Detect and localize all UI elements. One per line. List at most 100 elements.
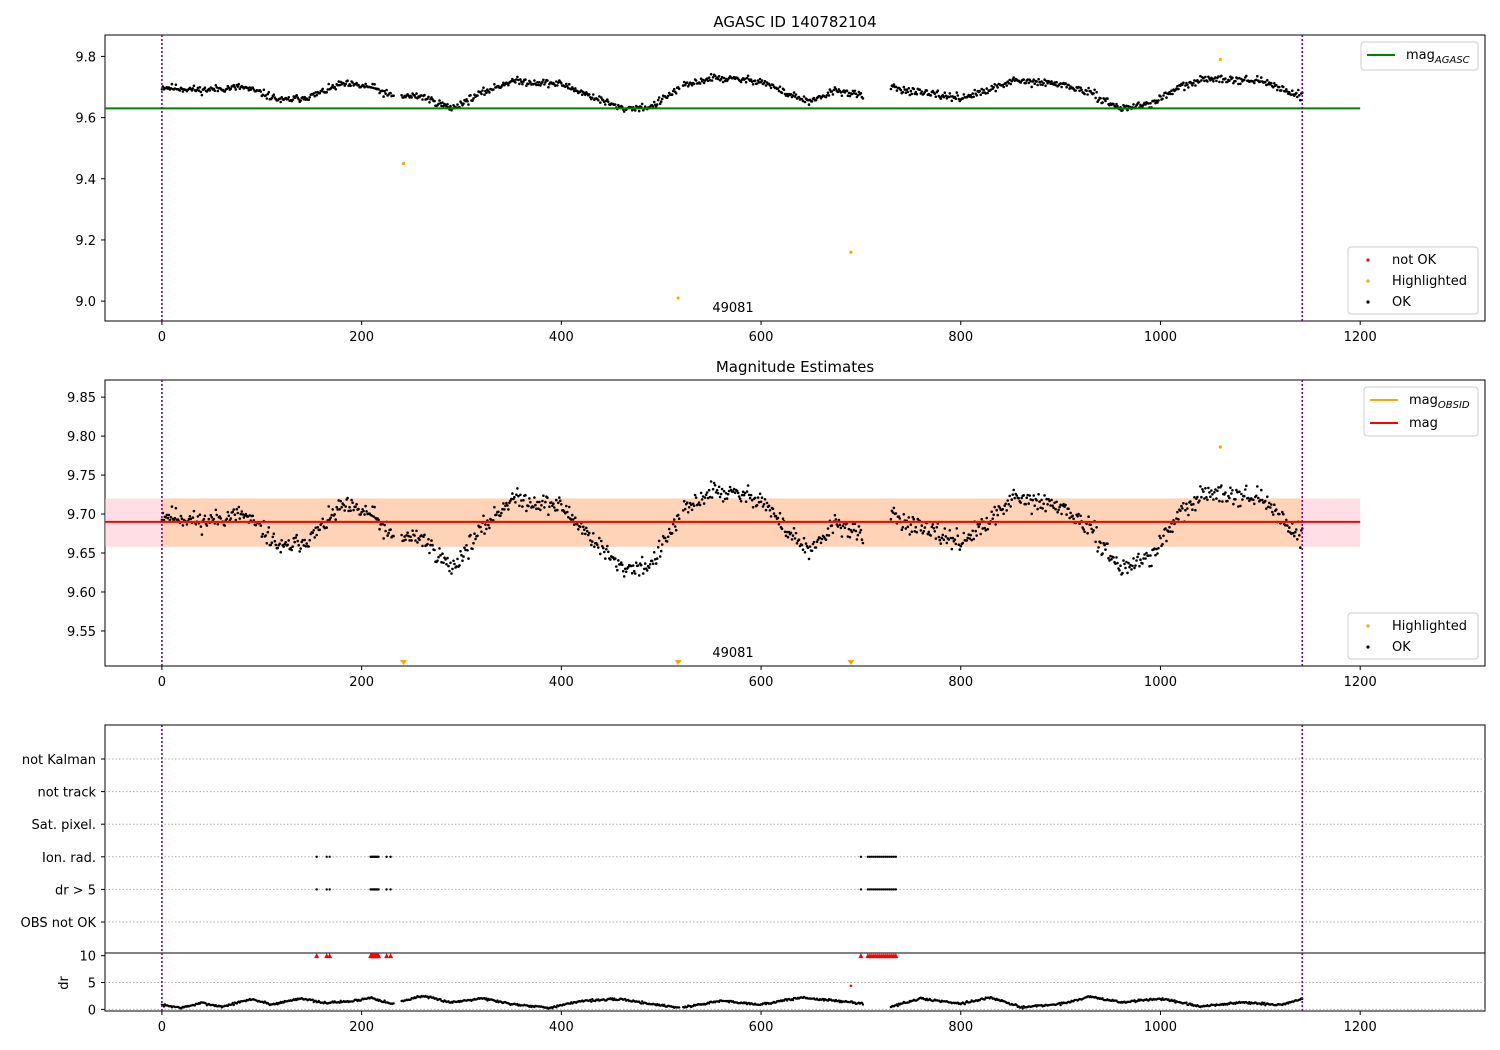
ok-point [1051, 504, 1054, 508]
ok-point [710, 496, 714, 499]
ok-point [518, 504, 521, 508]
ok-point [818, 536, 822, 540]
ok-point [797, 95, 801, 99]
ok-point [820, 537, 824, 541]
ok-point [861, 97, 865, 100]
ok-point [192, 509, 196, 513]
ok-point [607, 100, 610, 104]
ok-point [1298, 94, 1301, 97]
ok-point [1259, 80, 1262, 83]
ok-point [1116, 561, 1119, 565]
legend-bottom: not OK Highlighted OK [1347, 246, 1479, 315]
ok-point [1067, 83, 1070, 87]
ok-point [1030, 85, 1033, 89]
ok-point [1179, 509, 1182, 513]
x-tick-label: 1000 [1144, 675, 1177, 690]
ok-point [631, 564, 635, 567]
ok-point [1136, 555, 1139, 559]
ok-point [1132, 557, 1135, 560]
ok-point [725, 497, 729, 500]
ok-point [1027, 81, 1030, 85]
ok-point [363, 85, 366, 89]
ok-point [836, 525, 840, 528]
ok-point [223, 524, 227, 527]
ok-point [1036, 83, 1039, 87]
ok-point [1059, 82, 1062, 85]
legend-marker-ok [1366, 300, 1370, 304]
ok-point [537, 83, 540, 87]
ok-point [831, 531, 835, 535]
ok-point [533, 79, 536, 82]
ok-point [831, 93, 835, 96]
ok-point [743, 77, 747, 81]
ok-point [207, 517, 211, 521]
ok-point [856, 533, 860, 537]
ok-point [1292, 531, 1295, 535]
ok-point [816, 538, 820, 541]
ok-point [1281, 510, 1284, 514]
ok-point [764, 508, 768, 512]
legend-label: Highlighted [1392, 274, 1467, 289]
ok-point [1235, 488, 1238, 492]
ok-point [280, 539, 284, 542]
ok-point [1055, 80, 1058, 84]
ok-point [682, 80, 686, 84]
ok-point [599, 101, 602, 104]
ok-point [493, 83, 496, 86]
ok-point [776, 87, 780, 90]
ok-point [1078, 522, 1081, 525]
ok-point [382, 537, 385, 540]
ok-point [794, 531, 798, 535]
ok-point [1125, 104, 1128, 108]
ok-point [1215, 79, 1218, 83]
ok-point [957, 97, 961, 101]
flag-point [328, 855, 331, 858]
ok-point [1175, 87, 1178, 90]
ok-point [1291, 89, 1294, 92]
ok-point [636, 564, 640, 567]
y-tick-label: 5 [88, 977, 96, 992]
plot-area [104, 34, 1486, 322]
ok-point [1042, 81, 1045, 85]
ok-point [847, 527, 851, 531]
ok-point [971, 529, 974, 533]
ok-point [894, 85, 898, 89]
ok-point [1083, 92, 1086, 96]
flag-point [325, 855, 328, 858]
ok-point [278, 542, 282, 546]
ok-point [830, 524, 834, 527]
ok-point [1035, 499, 1038, 502]
ok-point [1029, 498, 1032, 501]
ok-point [838, 523, 842, 527]
ok-point [1284, 523, 1287, 527]
out-of-range-marker [400, 660, 408, 665]
ok-point [315, 93, 319, 97]
ok-point [251, 514, 255, 518]
ok-point [1213, 491, 1216, 494]
ok-point [465, 98, 468, 101]
ok-point [1068, 516, 1071, 520]
ok-point [953, 538, 957, 541]
ok-point [743, 491, 747, 495]
ok-point [162, 1005, 166, 1008]
ok-point [947, 538, 951, 541]
ok-point [346, 496, 349, 500]
ok-point [389, 528, 392, 531]
ok-point [272, 532, 276, 535]
flag-point [876, 855, 880, 858]
ok-point [165, 513, 169, 517]
ok-point [753, 79, 757, 82]
ok-point [1150, 564, 1153, 568]
ok-point [777, 522, 781, 526]
ok-point [902, 85, 906, 89]
ok-point [588, 93, 591, 96]
ok-point [173, 87, 177, 90]
ok-point [1058, 505, 1061, 509]
ok-point [331, 83, 335, 87]
ok-point [791, 998, 795, 1002]
ok-point [814, 98, 818, 102]
ok-point [975, 94, 978, 97]
ok-point [167, 86, 171, 89]
ok-point [276, 546, 280, 550]
ok-point [1038, 500, 1041, 503]
